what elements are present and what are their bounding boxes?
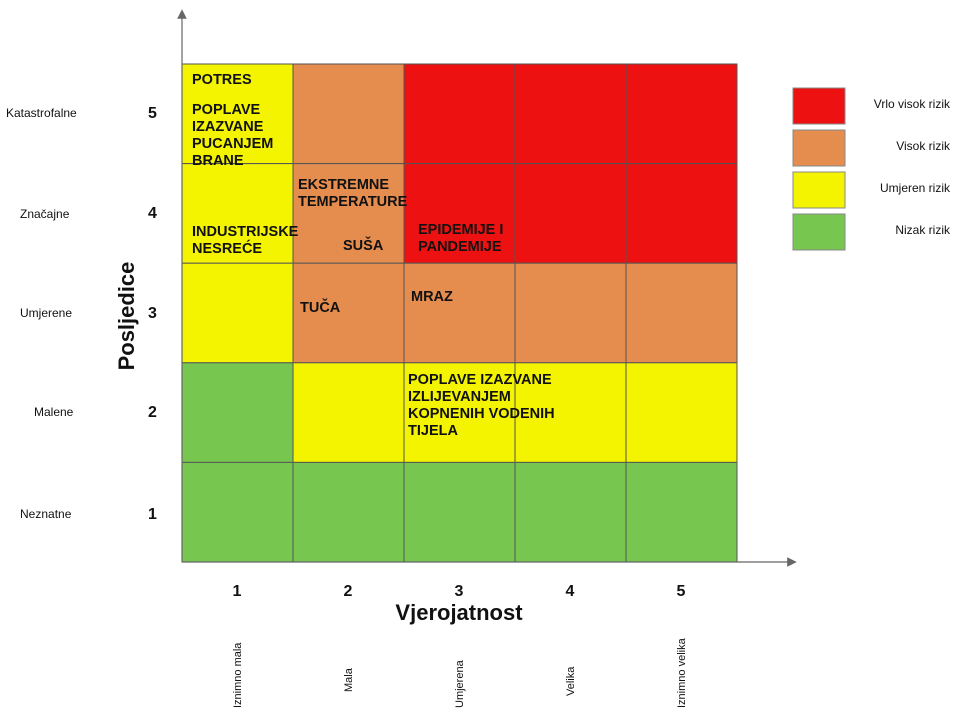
hazard-label-poplave-kopnenih: POPLAVE IZAZVANE IZLIJEVANJEM KOPNENIH VOD… [408,372,555,439]
y-level-number-2: 2 [148,404,157,421]
risk-cell-c1-p2 [181,362,294,463]
x-level-name-2: Mala [343,667,355,692]
hazard-label-potres: POTRES [192,72,252,88]
risk-cell-c1-p1 [181,461,294,563]
legend-swatch-very-high [792,87,846,125]
risk-grid [181,63,738,563]
x-axis-title: Vjerojatnost [395,600,523,625]
risk-cell-c2-p3 [292,262,405,364]
y-level-name-4: Značajne [20,207,70,221]
risk-cell-c5-p2 [625,362,738,463]
hazard-label-epidemije: EPIDEMIJE I PANDEMIJE [418,222,503,255]
y-level-number-5: 5 [148,105,157,122]
risk-cell-c4-p5 [514,63,627,165]
hazard-label-line: EPIDEMIJE I [418,222,503,238]
risk-cell-c4-p3 [514,262,627,364]
risk-cell-c3-p1 [403,461,516,563]
hazard-label-line: NESREĆE [192,239,262,257]
y-level-number-4: 4 [148,205,157,222]
x-level-number-4: 4 [566,583,575,600]
y-axis-title: Posljedice [114,262,139,371]
hazard-label-tuca: TUČA [300,298,341,316]
hazard-label-line: IZLIJEVANJEM [408,389,511,405]
x-level-name-1: Iznimno mala [232,642,244,708]
legend-swatch-medium [792,171,846,209]
risk-cell-c1-p5 [181,63,294,165]
x-level-number-1: 1 [233,583,242,600]
risk-cell-c5-p3 [625,262,738,364]
risk-cell-c2-p1 [292,461,405,563]
risk-cell-c4-p4 [514,163,627,264]
risk-cell-c5-p5 [625,63,738,165]
risk-cell-c5-p4 [625,163,738,264]
risk-cell-c5-p1 [625,461,738,563]
hazard-label-line: MRAZ [411,289,453,305]
x-level-name-4: Velika [565,666,577,696]
x-level-number-2: 2 [344,583,353,600]
hazard-label-line: SUŠA [343,236,384,254]
hazard-label-line: POTRES [192,72,252,88]
risk-cell-c3-p3 [403,262,516,364]
hazard-label-ekstremne: EKSTREMNE TEMPERATURE [298,177,408,210]
hazard-labels: POTRES POPLAVE IZAZVANE PUCANJEM BRANE INDUST… [192,72,555,439]
risk-cell-c3-p2 [403,362,516,463]
x-level-name-3: Umjerena [454,659,466,708]
y-level-number-3: 3 [148,305,157,322]
risk-cell-c4-p1 [514,461,627,563]
risk-cell-c1-p3 [181,262,294,364]
legend-label-low: Nizak rizik [895,223,951,237]
legend-swatch-high [792,129,846,167]
y-level-name-1: Neznatne [20,507,72,521]
hazard-label-line: TEMPERATURE [298,194,408,210]
risk-legend: Vrlo visok rizik Visok rizik Umjeren rizik… [792,87,951,251]
x-level-number-5: 5 [677,583,686,600]
hazard-label-poplave-brane: POPLAVE IZAZVANE PUCANJEM BRANE [192,102,273,169]
risk-cell-c4-p2 [514,362,627,463]
legend-label-very-high: Vrlo visok rizik [874,97,951,111]
x-level-number-3: 3 [455,583,464,600]
hazard-label-line: TUČA [300,298,341,316]
risk-cell-c1-p4 [181,163,294,264]
y-level-number-1: 1 [148,506,157,523]
legend-label-medium: Umjeren rizik [880,181,951,195]
hazard-label-line: BRANE [192,153,244,169]
hazard-label-susa: SUŠA [343,236,384,254]
risk-cell-c3-p4 [403,163,516,264]
hazard-label-line: EKSTREMNE [298,177,389,193]
hazard-label-line: PANDEMIJE [418,239,502,255]
risk-cell-c2-p5 [292,63,405,165]
hazard-label-mraz: MRAZ [411,289,453,305]
risk-cell-c2-p2 [292,362,405,463]
hazard-label-line: PUCANJEM [192,136,273,152]
risk-cell-c3-p5 [403,63,516,165]
hazard-label-line: POPLAVE [192,102,261,118]
hazard-label-line: KOPNENIH VODENIH [408,406,555,422]
x-level-name-5: Iznimno velika [676,637,688,708]
hazard-label-line: POPLAVE IZAZVANE [408,372,552,388]
hazard-label-line: TIJELA [408,423,458,439]
hazard-label-line: IZAZVANE [192,119,264,135]
y-level-name-3: Umjerene [20,306,72,320]
legend-label-high: Visok rizik [896,139,951,153]
y-level-name-5: Katastrofalne [6,106,77,120]
hazard-label-industrijske: INDUSTRIJSKE NESREĆE [192,224,299,257]
y-level-name-2: Malene [34,405,74,419]
hazard-label-line: INDUSTRIJSKE [192,224,299,240]
legend-swatch-low [792,213,846,251]
